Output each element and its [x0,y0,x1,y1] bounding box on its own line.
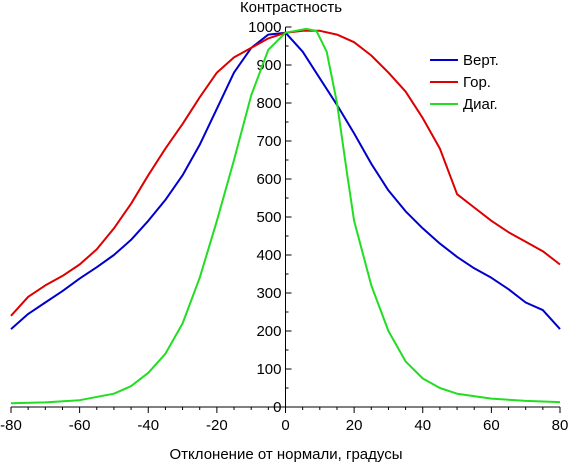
legend-label-2: Гор. [463,74,491,91]
x-tick-label: -80 [0,417,22,434]
legend-label-1: Верт. [463,52,499,69]
y-tick-label: 1000 [248,19,281,36]
plot-area: -80 -60 -40 -20 0 20 40 60 800100200300400500600… [0,19,568,434]
x-tick-label: 20 [346,417,363,434]
y-tick-label: 300 [256,285,281,302]
series-line-3 [10,27,561,405]
x-tick-label: 40 [414,417,431,434]
x-tick-label: 60 [483,417,500,434]
y-tick-label: 100 [256,361,281,378]
y-tick-label: 900 [256,57,281,74]
legend-label-3: Диаг. [463,96,498,113]
y-tick-label: 800 [256,95,281,112]
y-tick-label: 400 [256,247,281,264]
x-tick-label: -60 [69,417,91,434]
x-tick-label: -40 [137,417,159,434]
y-tick-label: 700 [256,133,281,150]
x-tick-label: -20 [206,417,228,434]
y-tick-label: 200 [256,323,281,340]
y-tick-label: 600 [256,171,281,188]
x-tick-label: 80 [552,417,568,434]
x-axis-title: Отклонение от нормали, градусы [170,446,403,462]
x-tick-label: 0 [281,417,289,434]
y-tick-label: 0 [273,399,281,416]
y-axis-title: Контрастность [240,0,342,16]
y-tick-label: 500 [256,209,281,226]
